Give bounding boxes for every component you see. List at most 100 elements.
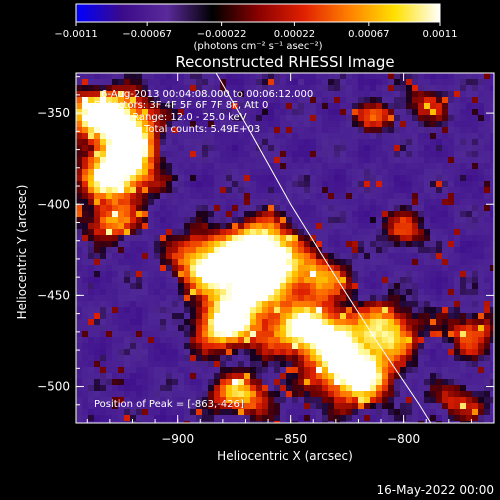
heatmap-cell xyxy=(208,127,214,133)
heatmap-cell xyxy=(160,331,166,337)
heatmap-cell xyxy=(220,121,226,127)
heatmap-cell xyxy=(268,145,274,151)
heatmap-cell xyxy=(88,229,94,235)
heatmap-cell xyxy=(340,139,346,145)
heatmap-cell xyxy=(190,211,196,217)
heatmap-cell xyxy=(292,295,298,301)
heatmap-cell xyxy=(316,349,322,355)
heatmap-cell xyxy=(142,361,148,367)
heatmap-cell xyxy=(112,127,118,133)
heatmap-cell xyxy=(478,139,484,145)
heatmap-cell xyxy=(172,121,178,127)
heatmap-cell xyxy=(106,385,112,391)
heatmap-cell xyxy=(124,223,130,229)
heatmap-cell xyxy=(334,211,340,217)
heatmap-cell xyxy=(310,271,316,277)
heatmap-cell xyxy=(322,157,328,163)
heatmap-cell xyxy=(160,151,166,157)
heatmap-cell xyxy=(418,301,424,307)
heatmap-cell xyxy=(274,235,280,241)
heatmap-cell xyxy=(238,157,244,163)
heatmap-cell xyxy=(226,301,232,307)
heatmap-cell xyxy=(472,409,478,415)
heatmap-cell xyxy=(94,145,100,151)
heatmap-cell xyxy=(256,211,262,217)
heatmap-cell xyxy=(412,271,418,277)
heatmap-cell xyxy=(322,79,328,85)
heatmap-cell xyxy=(310,103,316,109)
heatmap-cell xyxy=(250,391,256,397)
heatmap-cell xyxy=(244,313,250,319)
heatmap-cell xyxy=(238,277,244,283)
heatmap-cell xyxy=(232,205,238,211)
heatmap-cell xyxy=(160,265,166,271)
heatmap-cell xyxy=(478,361,484,367)
heatmap-cell xyxy=(208,277,214,283)
heatmap-cell xyxy=(76,289,82,295)
heatmap-cell xyxy=(304,301,310,307)
heatmap-cell xyxy=(142,109,148,115)
heatmap-cell xyxy=(244,127,250,133)
heatmap-cell xyxy=(490,325,494,331)
heatmap-cell xyxy=(478,97,484,103)
heatmap-cell xyxy=(466,367,472,373)
heatmap-cell xyxy=(424,283,430,289)
heatmap-cell xyxy=(388,277,394,283)
heatmap-cell xyxy=(472,133,478,139)
heatmap-cell xyxy=(250,283,256,289)
heatmap-cell xyxy=(166,109,172,115)
heatmap-cell xyxy=(196,121,202,127)
heatmap-cell xyxy=(298,223,304,229)
heatmap-cell xyxy=(226,385,232,391)
heatmap-cell xyxy=(334,385,340,391)
heatmap-cell xyxy=(118,283,124,289)
heatmap-cell xyxy=(226,85,232,91)
heatmap-cell xyxy=(490,349,494,355)
heatmap-cell xyxy=(424,289,430,295)
heatmap-cell xyxy=(454,337,460,343)
heatmap-cell xyxy=(364,331,370,337)
heatmap-cell xyxy=(184,301,190,307)
heatmap-cell xyxy=(130,415,136,421)
heatmap-cell xyxy=(340,73,346,79)
heatmap-cell xyxy=(466,115,472,121)
heatmap-cell xyxy=(346,163,352,169)
heatmap-cell xyxy=(478,331,484,337)
heatmap-cell xyxy=(232,403,238,409)
heatmap-cell xyxy=(436,181,442,187)
heatmap-cell xyxy=(298,211,304,217)
heatmap-cell xyxy=(160,139,166,145)
heatmap-cell xyxy=(460,403,466,409)
heatmap-cell xyxy=(172,319,178,325)
heatmap-cell xyxy=(310,343,316,349)
heatmap-cell xyxy=(376,223,382,229)
heatmap-cell xyxy=(436,373,442,379)
heatmap-cell xyxy=(394,301,400,307)
heatmap-cell xyxy=(148,163,154,169)
heatmap-cell xyxy=(442,301,448,307)
heatmap-cell xyxy=(238,373,244,379)
heatmap-cell xyxy=(238,235,244,241)
heatmap-cell xyxy=(214,409,220,415)
heatmap-cell xyxy=(124,97,130,103)
heatmap-cell xyxy=(298,403,304,409)
heatmap-cell xyxy=(418,163,424,169)
heatmap-cell xyxy=(244,253,250,259)
heatmap-cell xyxy=(220,157,226,163)
heatmap-cell xyxy=(262,367,268,373)
heatmap-cell xyxy=(142,379,148,385)
heatmap-cell xyxy=(400,193,406,199)
heatmap-cell xyxy=(220,397,226,403)
plot-area: −900 −850 −800−350−400−450−500 xyxy=(37,72,495,446)
heatmap-cell xyxy=(256,247,262,253)
heatmap-cell xyxy=(100,181,106,187)
heatmap-cell xyxy=(142,403,148,409)
heatmap-cell xyxy=(244,271,250,277)
heatmap-cell xyxy=(484,343,490,349)
heatmap-cell xyxy=(100,91,106,97)
heatmap-cell xyxy=(322,151,328,157)
heatmap-cell xyxy=(142,259,148,265)
heatmap-cell xyxy=(490,139,494,145)
heatmap-cell xyxy=(94,97,100,103)
heatmap-cell xyxy=(268,415,274,421)
